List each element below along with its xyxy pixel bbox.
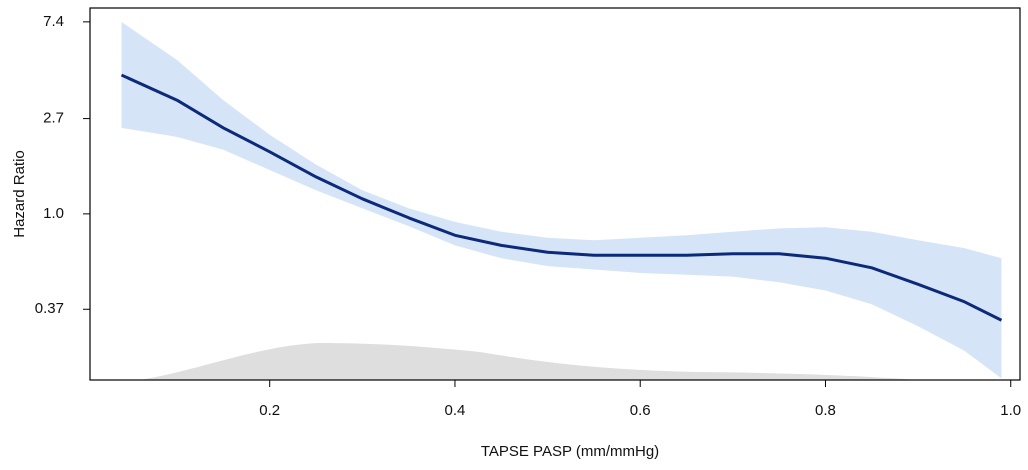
y-tick-label: 0.37: [35, 300, 64, 317]
x-tick-label: 0.4: [445, 402, 466, 419]
plot-area: [120, 21, 1003, 379]
y-axis-label: Hazard Ratio: [11, 150, 28, 238]
x-tick-label: 0.8: [815, 402, 836, 419]
y-tick-label: 1.0: [43, 205, 64, 222]
y-tick-label: 2.7: [43, 110, 64, 127]
x-tick-label: 1.0: [1000, 402, 1021, 419]
confidence-band: [121, 21, 1002, 379]
hazard-line: [120, 73, 1003, 322]
y-tick-label: 7.4: [43, 13, 64, 30]
density-area: [140, 343, 920, 380]
x-tick-label: 0.2: [259, 402, 280, 419]
plot-frame: [89, 7, 1021, 381]
x-axis-label: TAPSE PASP (mm/mmHg): [481, 443, 659, 460]
x-tick-label: 0.6: [630, 402, 651, 419]
